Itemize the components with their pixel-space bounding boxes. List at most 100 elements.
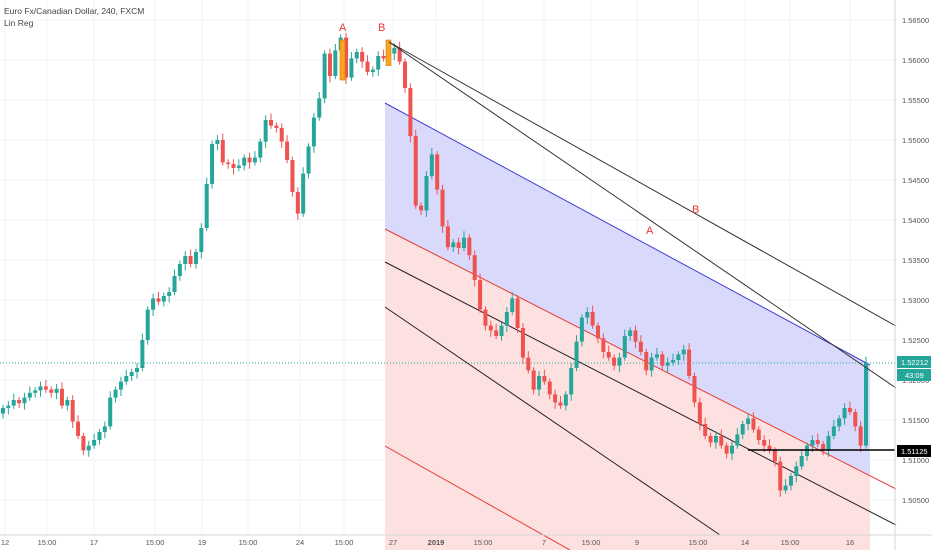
candle-body (193, 252, 198, 264)
channel-upper-line (384, 102, 871, 366)
candle-body (140, 340, 145, 368)
candle-body (692, 376, 697, 403)
time-label: 14 (741, 538, 749, 547)
candle-body (1, 408, 5, 414)
candle-body (826, 436, 831, 451)
candle-body (724, 445, 729, 454)
candle-body (799, 456, 804, 467)
candle-body (311, 117, 316, 147)
price-label: 1.55000 (902, 136, 929, 145)
indicator-name[interactable]: Lin Reg (4, 18, 34, 28)
candle-body (842, 408, 847, 419)
symbol-title[interactable]: Euro Fx/Canadian Dollar, 240, FXCM (4, 6, 145, 16)
candle-body (365, 61, 370, 72)
candle-body (762, 440, 767, 446)
candle-body (708, 436, 713, 443)
candle-body (344, 37, 349, 78)
candle-body (38, 386, 43, 391)
price-label: 1.56500 (902, 16, 929, 25)
label-b-top: B (378, 22, 385, 34)
candle-body (831, 426, 836, 436)
candle-body (719, 436, 724, 446)
candle-body (612, 357, 617, 366)
time-label: 15:00 (474, 538, 493, 547)
candle-body (601, 338, 606, 352)
candle-body (740, 424, 745, 435)
candle-body (483, 309, 488, 326)
candle-body (156, 298, 161, 302)
time-axis[interactable]: 12 15:00 17 15:00 19 15:00 24 15:00 27 2019 15:00 7… (1, 538, 854, 547)
highlight-candle-b (385, 39, 392, 66)
candle-body (108, 397, 113, 427)
candle-body (43, 386, 48, 390)
candle-body (654, 354, 659, 358)
candle-body (633, 330, 638, 342)
svg-text:1.51125: 1.51125 (901, 447, 928, 456)
candle-body (258, 141, 263, 158)
candle-body (660, 354, 665, 366)
candle-body (847, 408, 852, 412)
candle-body (671, 360, 676, 363)
channel-parallel-line-1 (384, 306, 721, 536)
candle-body (778, 461, 783, 491)
price-label: 1.52500 (902, 336, 929, 345)
candle-body (172, 276, 177, 292)
candle-body (424, 176, 429, 211)
candle-body (815, 440, 820, 444)
candle-body (451, 242, 456, 248)
candle-body (349, 58, 354, 78)
time-label: 12 (1, 538, 9, 547)
candle-body (177, 264, 182, 276)
candle-body (317, 98, 322, 118)
candle-body (461, 237, 466, 248)
candle-body (628, 330, 633, 336)
candle-body (70, 400, 75, 422)
candle-body (252, 157, 257, 163)
candle-body (129, 372, 134, 376)
candle-body (531, 370, 536, 390)
candle-body (306, 146, 311, 174)
trend-line-a[interactable] (388, 41, 897, 389)
candle-body (54, 388, 59, 393)
candle-body (188, 256, 193, 264)
candle-body (419, 205, 424, 211)
candle-body (413, 136, 418, 206)
candle-body (515, 298, 520, 328)
candle-body (17, 400, 22, 404)
candle-body (290, 160, 295, 192)
price-label: 1.53500 (902, 256, 929, 265)
candle-body (33, 390, 38, 393)
candle-body (49, 389, 54, 393)
chart-legend: Euro Fx/Canadian Dollar, 240, FXCM Lin R… (4, 5, 144, 29)
candle-body (381, 56, 386, 59)
candle-body (735, 434, 740, 446)
candle-body (617, 357, 622, 366)
candle-body (403, 61, 408, 88)
candle-body (295, 192, 300, 214)
candle-body (697, 402, 702, 424)
candle-body (429, 154, 434, 176)
candle-body (210, 144, 215, 184)
candle-body (22, 397, 27, 404)
candle-body (370, 69, 375, 72)
candle-body (713, 436, 718, 443)
candle-body (199, 228, 204, 252)
candle-body (279, 128, 284, 142)
candle-body (520, 328, 525, 358)
trend-line-b[interactable] (388, 41, 897, 327)
candle-body (183, 256, 188, 264)
candle-body (595, 325, 600, 339)
channel-parallel-line-2 (384, 445, 571, 550)
candle-body (590, 312, 595, 326)
time-label: 15:00 (335, 538, 354, 547)
candle-body (167, 292, 172, 296)
candle-body (333, 50, 338, 76)
candle-body (456, 242, 461, 248)
level-price-tag: 1.51125 (897, 445, 931, 457)
candles (1, 32, 868, 497)
time-label: 9 (635, 538, 639, 547)
candle-body (579, 317, 584, 342)
candle-body (467, 237, 472, 256)
candle-body (751, 418, 756, 430)
